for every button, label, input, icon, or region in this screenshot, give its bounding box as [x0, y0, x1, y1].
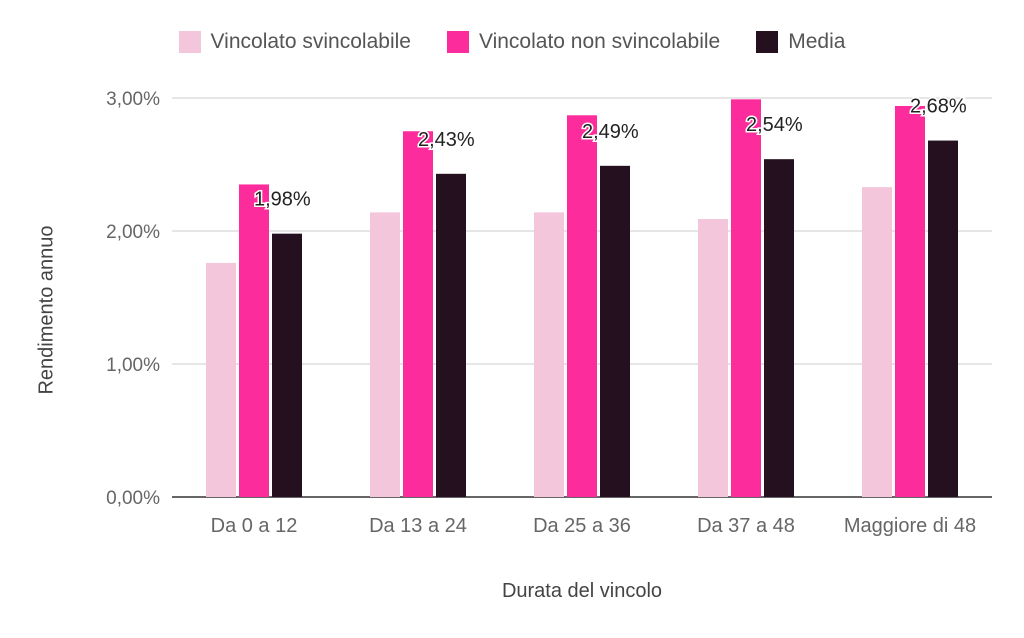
bar: [534, 212, 564, 497]
legend-label: Media: [788, 30, 846, 53]
bar: [895, 105, 925, 497]
x-tick-label: Da 37 a 48: [697, 515, 795, 537]
data-label: 2,68%: [910, 96, 967, 118]
legend-swatch: [446, 31, 469, 53]
y-tick-label: 1,00%: [106, 355, 160, 376]
y-tick-label: 3,00%: [106, 89, 160, 110]
bar: [403, 131, 433, 497]
bar: [370, 212, 400, 497]
y-axis-title: Rendimento annuo: [35, 225, 58, 395]
bar: [206, 262, 236, 497]
legend-swatch: [178, 31, 201, 53]
x-tick-label: Da 13 a 24: [369, 515, 467, 537]
bar: [272, 233, 302, 497]
data-label: 2,54%: [746, 114, 803, 136]
legend: Vincolato svincolabile Vincolato non svi…: [0, 30, 1024, 54]
bar: [239, 184, 269, 497]
data-label: 2,49%: [582, 121, 639, 143]
legend-item-vincolato-non-svincolabile[interactable]: Vincolato non svincolabile: [446, 30, 721, 54]
x-tick-label: Da 25 a 36: [533, 515, 631, 537]
data-label: 1,98%: [254, 189, 311, 211]
x-tick-label: Da 0 a 12: [211, 515, 298, 537]
legend-label: Vincolato svincolabile: [210, 30, 411, 53]
bar: [436, 173, 466, 497]
y-tick-label: 2,00%: [106, 222, 160, 243]
bar: [928, 140, 958, 497]
bar: [600, 165, 630, 497]
bar: [764, 159, 794, 497]
legend-item-vincolato-svincolabile[interactable]: Vincolato svincolabile: [178, 30, 411, 54]
legend-label: Vincolato non svincolabile: [478, 30, 721, 53]
bar: [698, 219, 728, 497]
legend-swatch: [756, 31, 779, 53]
y-tick-label: 0,00%: [106, 488, 160, 509]
legend-item-media[interactable]: Media: [756, 30, 845, 54]
x-tick-label: Maggiore di 48: [844, 515, 976, 537]
bar: [862, 187, 892, 498]
bar: [731, 99, 761, 497]
x-axis-title: Durata del vincolo: [501, 580, 663, 602]
bar: [567, 115, 597, 497]
data-label: 2,43%: [418, 129, 475, 151]
